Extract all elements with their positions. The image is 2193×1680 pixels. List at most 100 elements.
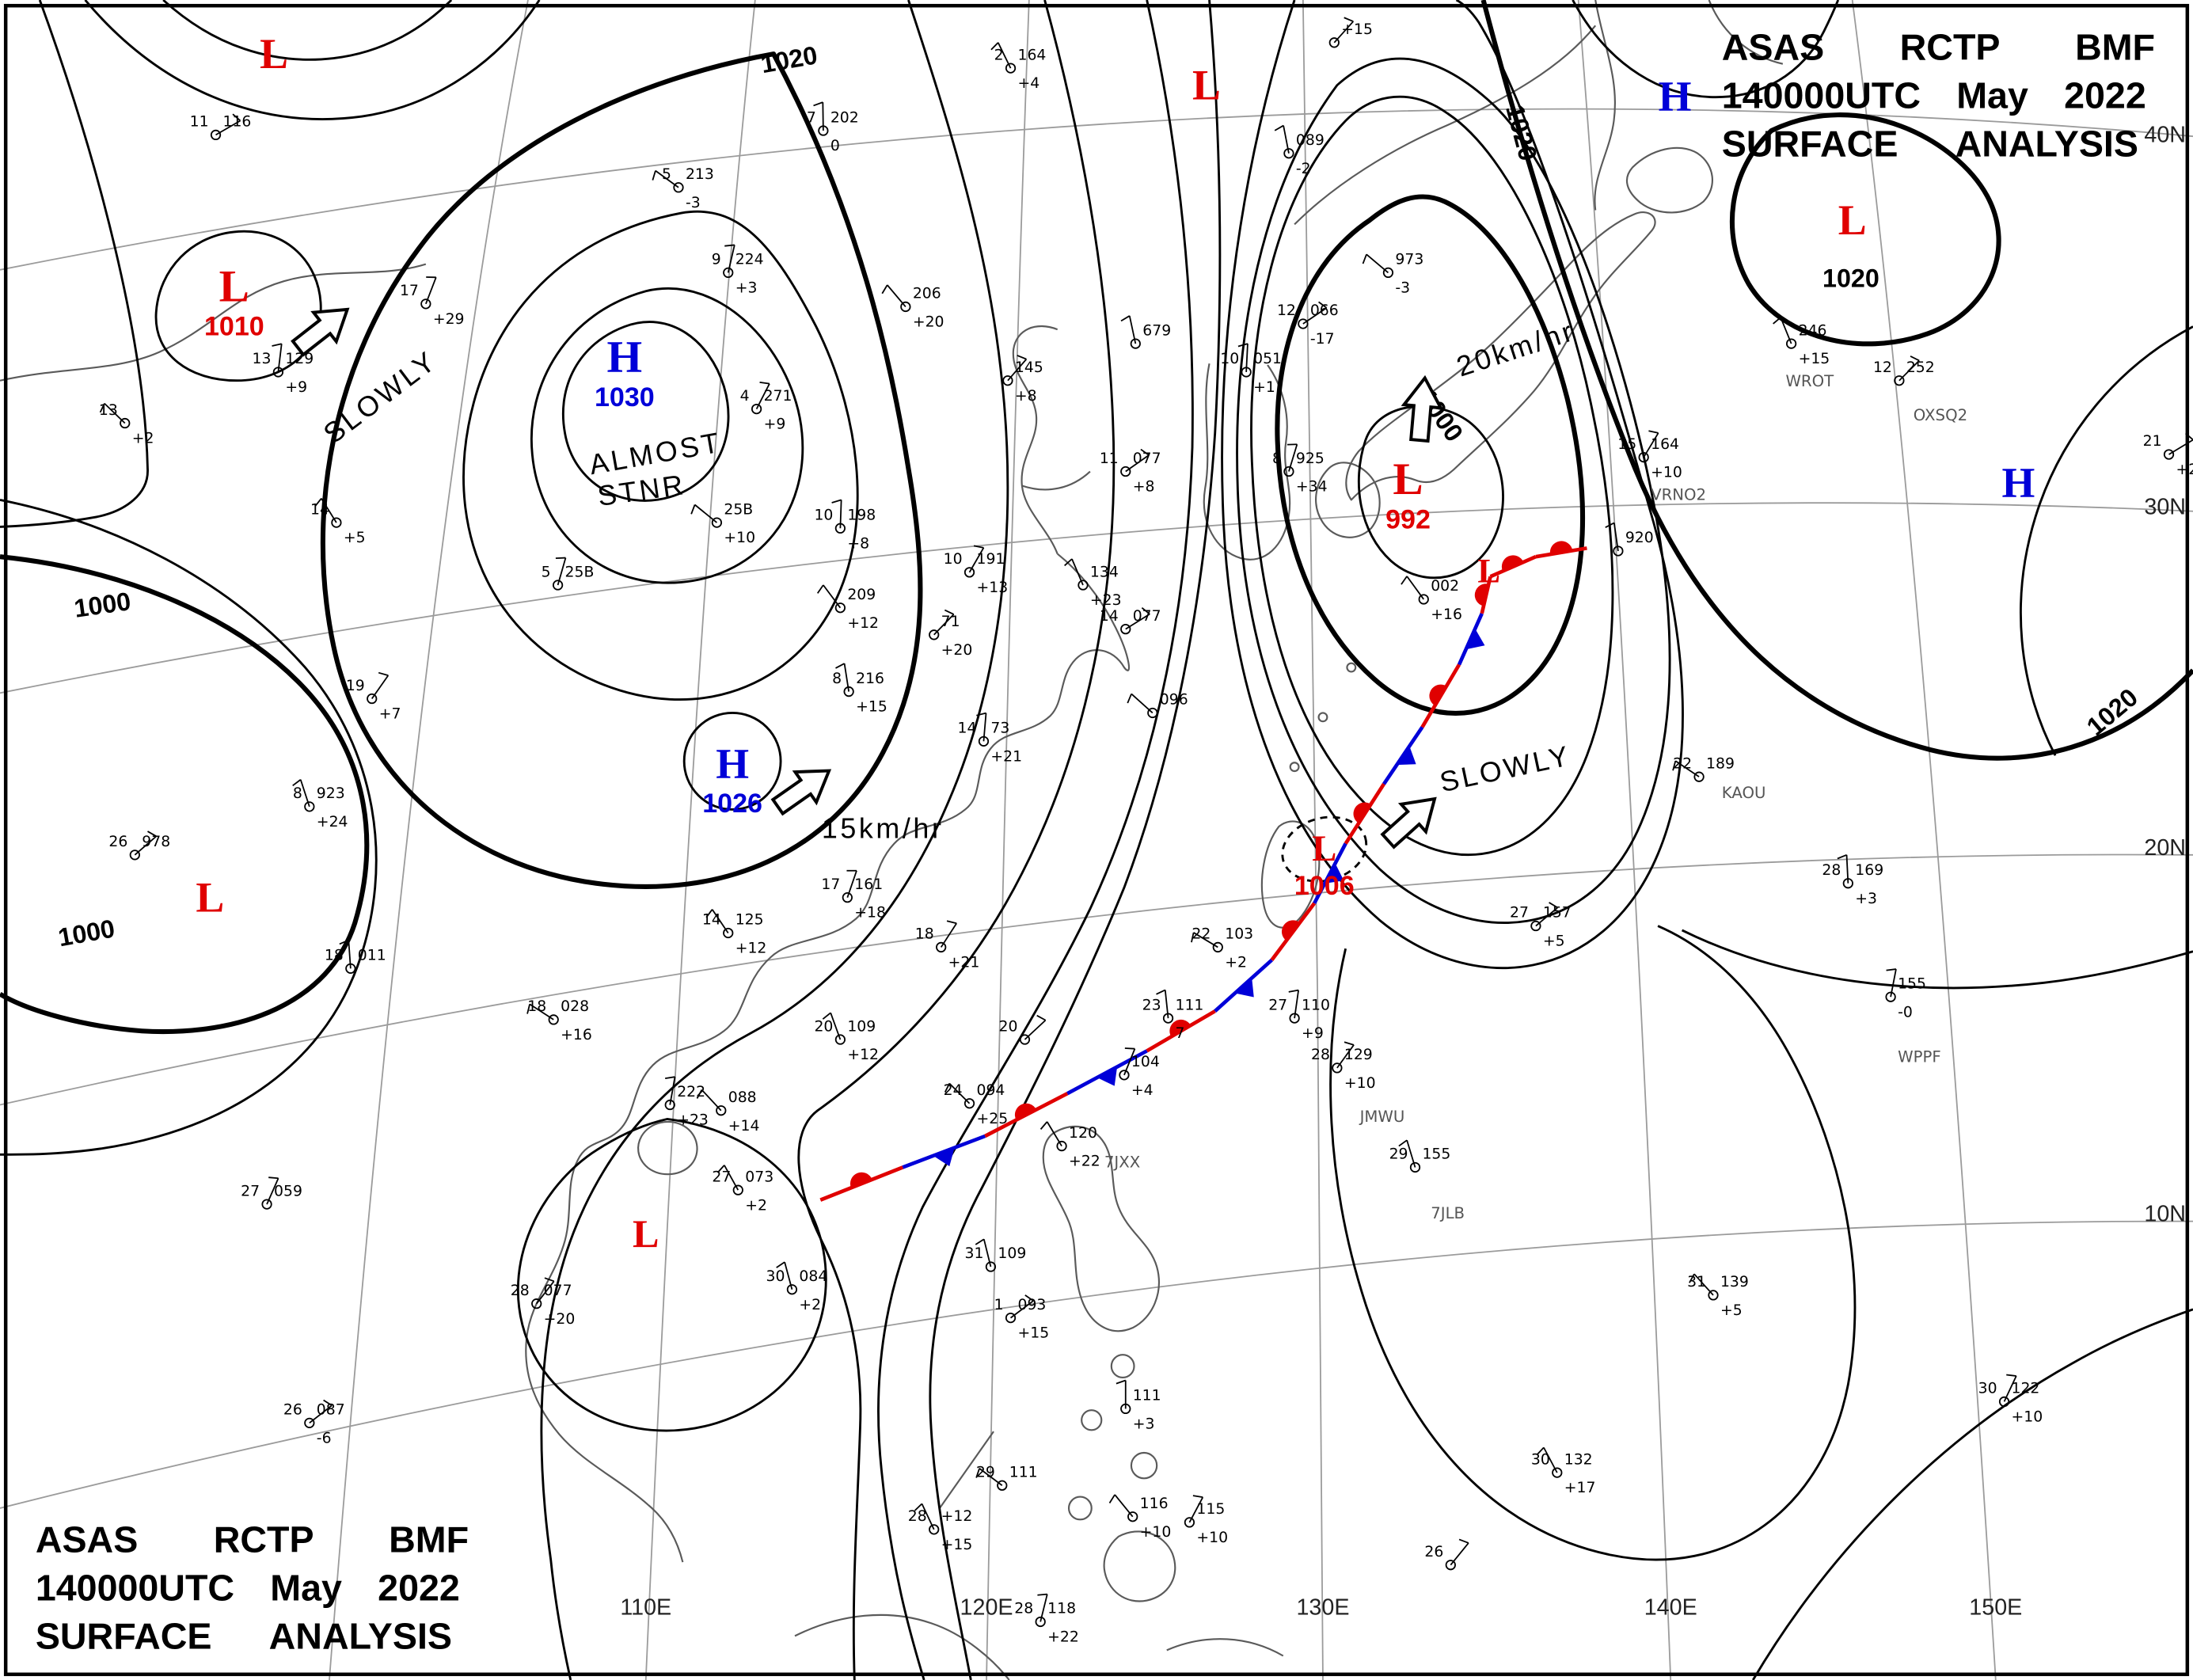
warm-front-marker [1549,541,1573,555]
pressure-center-l: L [260,30,288,78]
station-plot: 973 -3 [1362,252,1423,297]
isobar-line [84,0,541,120]
svg-text:+12: +12 [847,615,879,632]
station-plot: 096 [1127,692,1188,719]
svg-text:+17: +17 [1564,1480,1596,1496]
svg-text:-3: -3 [686,195,701,211]
station-plot: 4 271 +9 [740,381,792,433]
coastline [1166,1638,1284,1657]
svg-text:22: 22 [1192,926,1211,943]
isobar-line [1329,925,1857,1561]
title-line-2: 140000UTC May 2022 [36,1568,460,1609]
svg-text:198: 198 [847,507,876,524]
svg-text:+23: +23 [1090,592,1122,609]
svg-text:104: 104 [1131,1054,1160,1070]
coastline [1260,820,1321,929]
svg-text:19: 19 [346,678,365,694]
svg-text:059: 059 [274,1183,302,1199]
svg-text:116: 116 [1140,1496,1169,1512]
isobar-line-thick [1275,194,1586,716]
isobar-line [1572,0,1840,99]
svg-text:+15: +15 [1341,21,1373,38]
svg-text:26: 26 [1424,1544,1443,1560]
station-plot: 10 198 +8 [814,499,876,552]
svg-text:+15: +15 [856,699,887,716]
svg-text:+15: +15 [1799,351,1830,367]
svg-text:+22: +22 [1069,1154,1100,1170]
svg-text:+7: +7 [379,706,401,723]
isobar-line [530,287,804,584]
grid-line [986,0,1030,1680]
svg-text:002: 002 [1431,578,1459,595]
svg-text:5: 5 [662,166,671,183]
svg-text:+20: +20 [913,314,944,331]
isobar-value-label: 1000 [72,587,132,623]
station-plot: 246 +15 [1773,317,1830,367]
station-id-label: 7JXX [1104,1153,1140,1171]
station-plot: 12 066 -17 [1277,301,1339,348]
svg-text:-6: -6 [317,1430,332,1446]
svg-text:+29: +29 [433,311,465,328]
title-block-bottom-left: ASAS RCTP BMF 140000UTC May 2022 SURFACE… [36,1519,469,1657]
grid-line [0,853,2193,1106]
station-plot: 8 923 +24 [292,779,348,830]
svg-text:9: 9 [712,252,721,268]
isobar-value-label: 1020 [758,40,819,78]
station-plot: 26 978 [108,830,170,861]
svg-text:28: 28 [1014,1601,1033,1617]
svg-text:066: 066 [1310,302,1339,319]
cold-front-marker [1234,978,1254,998]
latitude-label: 10N [2144,1202,2186,1227]
station-plot: 27 073 +2 [712,1165,773,1214]
cold-front-marker [1325,863,1344,884]
station-plot: 30 132 +17 [1531,1446,1596,1496]
station-plot: 27 110 +9 [1268,989,1330,1042]
grid-line [0,502,2193,694]
movement-annotation: SLOWLY [1437,739,1574,798]
svg-text:71: 71 [941,614,960,630]
svg-text:+20: +20 [544,1311,576,1328]
station-plot: 15 164 +10 [1617,430,1682,481]
svg-text:7: 7 [1176,1025,1185,1042]
station-plot: 29 155 [1389,1139,1450,1173]
station-plot: 145 +8 [1002,355,1043,405]
station-plot: 5 213 -3 [652,166,714,211]
svg-text:+21: +21 [990,748,1022,765]
svg-text:18: 18 [325,948,344,964]
isobar-line [162,0,453,61]
longitude-label: 120E [960,1594,1013,1620]
svg-text:18: 18 [527,998,546,1015]
svg-text:125: 125 [735,912,764,929]
station-plot: 30 122 +10 [1978,1374,2043,1426]
svg-text:189: 189 [1706,755,1735,772]
coastline [1294,25,1597,226]
warm-front-marker [1169,1019,1192,1037]
station-plot: 18 +21 [915,920,979,971]
cold-front-marker [1397,746,1416,766]
movement-arrow-icon [1380,796,1437,850]
svg-text:21: 21 [2143,433,2162,450]
svg-text:+2: +2 [132,431,154,447]
station-plot: 11 077 +8 [1100,448,1161,496]
station-plot: 679 [1120,315,1171,349]
station-plot: 28 169 +3 [1822,854,1883,907]
svg-text:978: 978 [142,834,170,850]
svg-text:134: 134 [1090,564,1119,580]
svg-text:+9: +9 [764,416,786,433]
title-line-1: ASAS RCTP BMF [36,1519,469,1560]
svg-text:8: 8 [293,785,302,802]
station-plot: 5 25B [542,557,594,591]
station-plot: 29 111 [975,1464,1038,1491]
station-plot: 26 [1424,1538,1469,1571]
isobar-line [797,0,1116,1680]
movement-annotation: 15km/hr [822,812,944,844]
warm-front-marker [1353,802,1371,823]
isobar-line [1250,95,1614,857]
station-plot: 9 224 +3 [712,244,764,297]
svg-text:164: 164 [1017,47,1046,63]
isobar-line [0,0,149,528]
svg-text:115: 115 [1196,1501,1225,1518]
